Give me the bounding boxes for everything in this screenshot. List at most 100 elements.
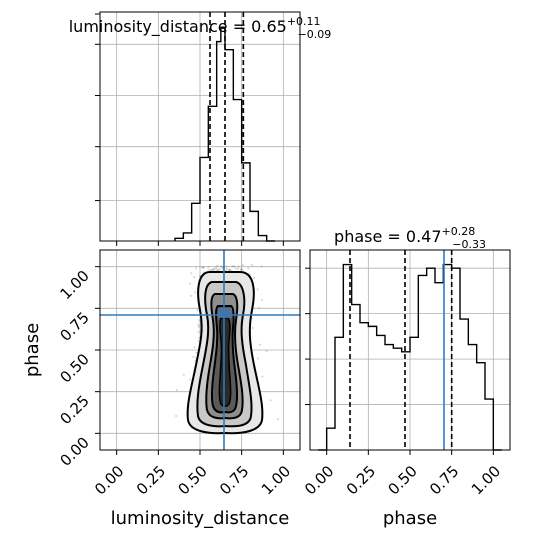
scatter-point	[193, 346, 196, 349]
scatter-point	[218, 267, 221, 270]
scatter-point	[261, 375, 264, 378]
scatter-point	[269, 399, 272, 402]
ytick-label-bl-2: 0.50	[56, 350, 92, 386]
xtick-label-bl-3: 0.75	[216, 462, 252, 498]
xtick-label-bl-2: 0.50	[174, 462, 210, 498]
scatter-point	[202, 266, 205, 269]
scatter-point	[213, 267, 216, 270]
xtick-label-bl-4: 1.00	[258, 462, 294, 498]
scatter-point	[247, 267, 250, 270]
ytick-label-bl-4: 1.00	[56, 267, 92, 303]
xtick-label-bl-1: 0.25	[133, 462, 169, 498]
scatter-point	[194, 267, 198, 270]
scatter-point	[197, 340, 200, 343]
scatter-point	[189, 294, 193, 297]
scatter-point	[225, 265, 228, 268]
xlabel-luminosity-distance: luminosity_distance	[111, 508, 290, 529]
scatter-point	[215, 266, 218, 269]
grid-tl	[100, 12, 300, 241]
scatter-point	[195, 351, 198, 354]
panel-phase-hist: 0.00 0.25 0.50 0.75 1.00 phase = 0.47+0.28 −0…	[301, 225, 511, 529]
title-luminosity-distance: luminosity_distance = 0.65+0.11 −0.09	[69, 15, 332, 41]
panel-luminosity-distance-hist: luminosity_distance = 0.65+0.11 −0.09	[69, 11, 332, 246]
density-highlight	[218, 308, 232, 318]
scatter-point	[175, 389, 178, 392]
scatter-point	[207, 265, 210, 269]
scatter-point	[201, 265, 204, 269]
panel-2d-hist: 0.000.000.250.250.500.500.750.751.001.00…	[22, 249, 301, 529]
scatter-point	[260, 298, 263, 302]
scatter-point	[207, 268, 210, 271]
scatter-point	[175, 414, 178, 418]
scatter-point	[234, 267, 237, 270]
scatter-point	[265, 349, 268, 353]
title-phase-minus: −0.33	[452, 238, 486, 251]
ylabel-phase: phase	[22, 323, 43, 377]
xtick-label-br-4: 1.00	[468, 462, 504, 498]
scatter-point	[221, 265, 224, 268]
title-phase: phase = 0.47+0.28 −0.33	[334, 225, 486, 251]
histogram-phase	[318, 263, 502, 451]
title-luminosity-distance-main: luminosity_distance = 0.65	[69, 17, 287, 37]
ytick-label-bl-1: 0.25	[56, 392, 92, 428]
histogram-line-phase	[318, 263, 502, 451]
scatter-point	[277, 418, 280, 421]
scatter-point	[240, 267, 243, 271]
scatter-point	[231, 265, 234, 268]
scatter-point	[202, 266, 205, 269]
density-contours	[186, 271, 264, 435]
scatter-point	[193, 276, 196, 279]
scatter-point	[239, 268, 243, 271]
scatter-point	[217, 268, 220, 271]
scatter-point	[188, 282, 191, 285]
scatter-point	[228, 268, 231, 271]
xtick-label-bl-0: 0.00	[91, 462, 127, 498]
quantile-lines-luminosity-distance	[209, 12, 245, 241]
scatter-point	[227, 269, 230, 272]
scatter-point	[236, 267, 239, 270]
scatter-point	[251, 326, 254, 329]
scatter-point	[220, 265, 223, 268]
scatter-point	[232, 264, 235, 268]
scatter-point	[215, 267, 218, 270]
scatter-point	[260, 265, 263, 268]
scatter-point	[256, 288, 259, 291]
scatter-point	[190, 272, 193, 275]
scatter-point	[212, 268, 215, 271]
scatter-point	[225, 267, 228, 270]
scatter-point	[198, 319, 201, 322]
scatter-point	[253, 276, 256, 279]
scatter-point	[241, 268, 244, 272]
scatter-point	[197, 325, 200, 328]
title-phase-main: phase = 0.47	[334, 227, 441, 246]
scatter-point	[196, 308, 199, 312]
ytick-label-bl-3: 0.75	[56, 308, 92, 344]
scatter-point	[259, 343, 262, 346]
ticks-br: 0.00 0.25 0.50 0.75 1.00	[301, 267, 504, 498]
density-fill-core	[218, 317, 232, 407]
scatter-point	[250, 264, 253, 267]
xtick-label-br-3: 0.75	[426, 462, 462, 498]
scatter-point	[211, 268, 214, 271]
xtick-label-br-0: 0.00	[301, 462, 337, 498]
title-luminosity-distance-minus: −0.09	[298, 28, 332, 41]
scatter-point	[209, 268, 212, 272]
scatter-point	[197, 323, 200, 326]
scatter-point	[192, 355, 195, 358]
ticks-tl	[95, 13, 284, 246]
ytick-label-bl-0: 0.00	[56, 433, 92, 469]
title-phase-plus: +0.28	[442, 225, 476, 238]
scatter-point	[198, 274, 201, 277]
scatter-point	[197, 331, 200, 334]
scatter-point	[194, 291, 197, 294]
scatter-point	[256, 357, 260, 360]
histogram-luminosity-distance	[174, 27, 275, 242]
scatter-point	[228, 269, 231, 272]
scatter-point	[224, 269, 227, 272]
scatter-point	[237, 265, 240, 268]
scatter-point	[188, 378, 191, 381]
title-luminosity-distance-plus: +0.11	[287, 15, 321, 28]
scatter-point	[216, 264, 219, 267]
scatter-point	[198, 336, 201, 339]
xtick-label-br-2: 0.50	[384, 462, 420, 498]
